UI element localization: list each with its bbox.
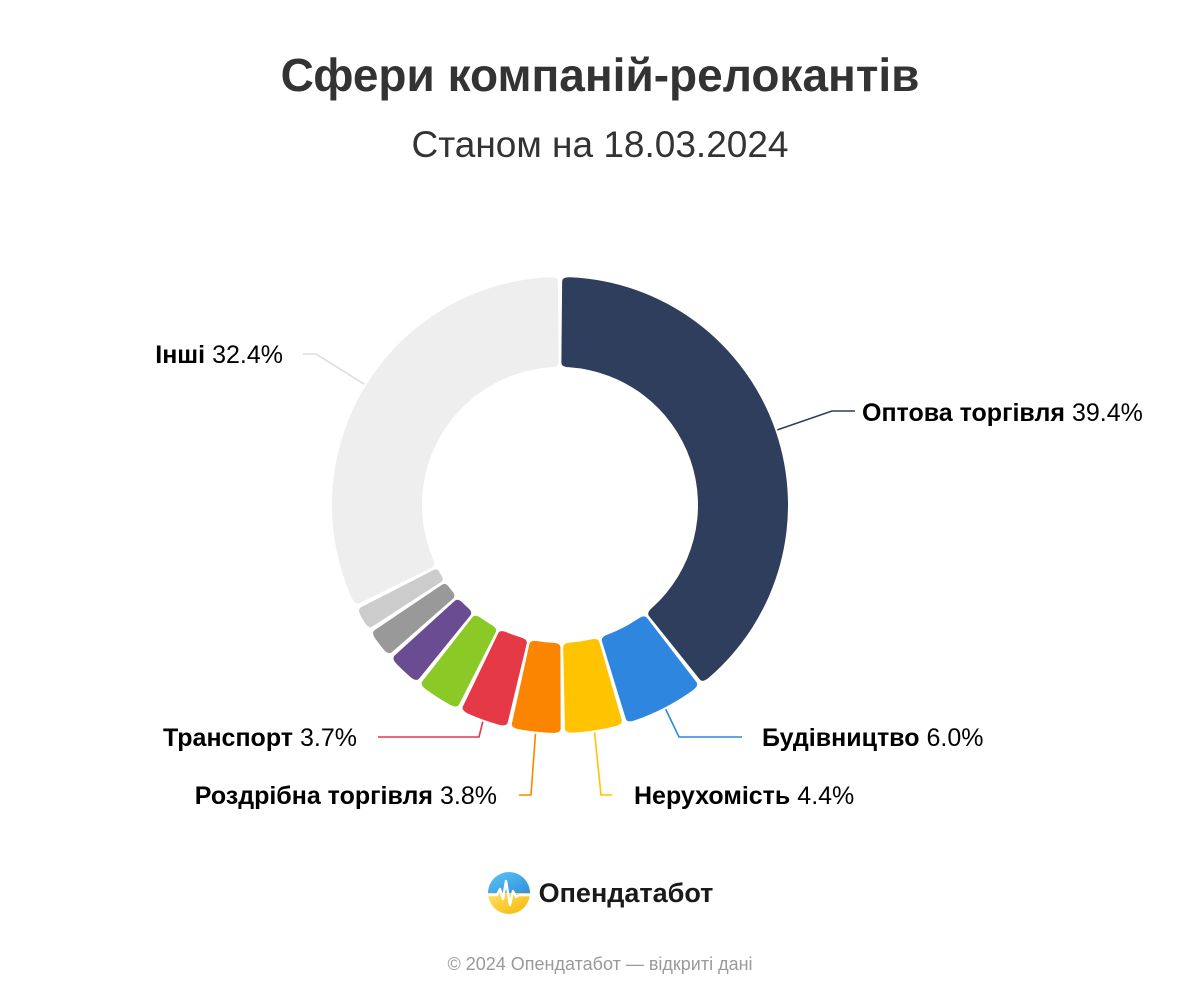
slice-label-name-3: Роздрібна торгівля <box>195 782 433 810</box>
slice-3 <box>511 640 561 733</box>
chart-subtitle: Станом на 18.03.2024 <box>411 124 789 165</box>
slice-label-3: Роздрібна торгівля 3.8% <box>195 782 497 810</box>
connector-2 <box>593 732 612 796</box>
slice-1 <box>601 616 698 722</box>
slice-label-value-1: 6.0% <box>927 724 984 752</box>
slice-label-name-2: Нерухомість <box>634 782 790 810</box>
slice-label-9: Інші 32.4% <box>155 341 283 369</box>
footer-copyright: © 2024 Опендатабот — відкриті дані <box>447 954 753 974</box>
slice-label-name-1: Будівництво <box>762 724 920 752</box>
slice-label-value-4: 3.7% <box>300 724 357 752</box>
slice-label-1: Будівництво 6.0% <box>762 724 983 752</box>
slice-label-name-4: Транспорт <box>163 724 293 752</box>
slice-labels: Оптова торгівля 39.4% Будівництво 6.0% Нерух… <box>155 341 1143 810</box>
slice-8 <box>359 569 443 628</box>
slice-label-2: Нерухомість 4.4% <box>634 782 854 810</box>
slice-label-value-0: 39.4% <box>1072 399 1143 427</box>
slice-label-name-9: Інші <box>155 341 205 369</box>
donut-slices <box>331 277 788 733</box>
slice-label-4: Транспорт 3.7% <box>163 724 357 752</box>
slice-label-value-2: 4.4% <box>797 782 854 810</box>
connector-9 <box>303 353 365 385</box>
chart-title: Сфери компаній-релокантів <box>280 49 920 101</box>
slice-6 <box>393 599 472 680</box>
slice-label-value-3: 3.8% <box>440 782 497 810</box>
slice-label-0: Оптова торгівля 39.4% <box>862 399 1143 427</box>
slice-4 <box>462 631 527 726</box>
slice-2 <box>563 638 622 733</box>
brand-logo: Опендатабот <box>0 870 1200 916</box>
slice-7 <box>373 583 455 654</box>
slice-9 <box>331 277 559 604</box>
label-connectors <box>303 353 855 796</box>
opendatabot-logo-icon <box>487 872 530 914</box>
slice-label-value-9: 32.4% <box>212 341 283 369</box>
brand-name: Опендатабот <box>538 877 714 908</box>
connector-3 <box>519 733 537 796</box>
slice-label-name-0: Оптова торгівля <box>862 399 1065 427</box>
connector-0 <box>777 410 855 431</box>
slice-5 <box>421 615 497 707</box>
connector-1 <box>664 708 742 738</box>
slice-0 <box>561 277 788 681</box>
connector-4 <box>378 721 484 738</box>
